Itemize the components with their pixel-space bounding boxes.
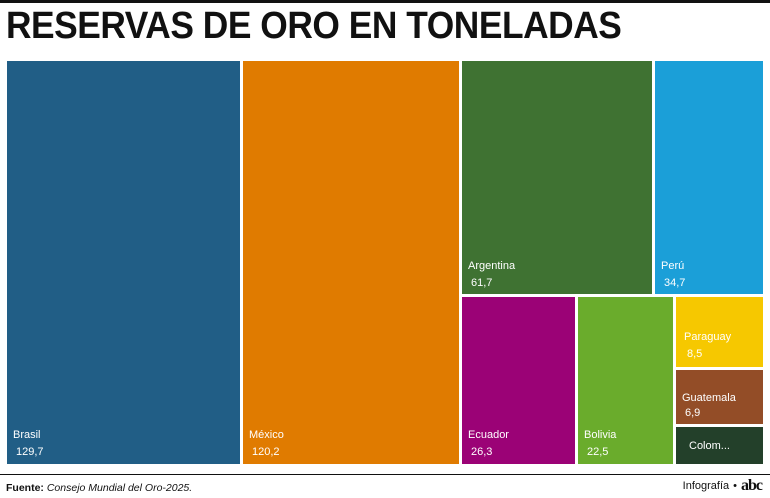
source-text: Consejo Mundial del Oro-2025. (46, 482, 193, 494)
tile-value-ecuador: 26,3 (471, 446, 492, 458)
tile-name-paraguay: Paraguay (684, 331, 732, 343)
tile-paraguay: Paraguay 8,5 (676, 297, 763, 367)
tile-value-peru: 34,7 (664, 277, 685, 289)
credit-separator: • (733, 480, 737, 492)
tile-argentina: Argentina 61,7 (462, 61, 652, 294)
tile-rect-bolivia (578, 297, 673, 464)
tile-rect-paraguay (676, 297, 763, 367)
tile-name-bolivia: Bolivia (584, 429, 617, 441)
tile-guatemala: Guatemala 6,9 (676, 370, 763, 424)
abc-logo-icon: abc (741, 477, 763, 494)
source-label: Fuente: (6, 482, 44, 494)
footer-rule (0, 474, 770, 475)
tile-rect-argentina (462, 61, 652, 294)
credit-text: Infografía (682, 480, 730, 492)
source-note: Fuente: Consejo Mundial del Oro-2025. (6, 482, 192, 494)
tile-rect-guatemala (676, 370, 763, 424)
tile-name-brasil: Brasil (13, 429, 41, 441)
tile-rect-ecuador (462, 297, 575, 464)
tile-name-colom: Colom... (689, 440, 730, 452)
tile-name-mexico: México (249, 429, 284, 441)
tile-mexico: México 120,2 (243, 61, 459, 464)
tile-colom: Colom... (676, 427, 763, 464)
tile-rect-brasil (7, 61, 240, 464)
tile-rect-colom (676, 427, 763, 464)
tile-rect-peru (655, 61, 763, 294)
chart-title: RESERVAS DE ORO EN TONELADAS (6, 5, 622, 47)
tile-value-brasil: 129,7 (16, 446, 44, 458)
tile-value-mexico: 120,2 (252, 446, 280, 458)
tile-brasil: Brasil 129,7 (7, 61, 240, 464)
tile-name-ecuador: Ecuador (468, 429, 509, 441)
tile-bolivia: Bolivia 22,5 (578, 297, 673, 464)
tile-ecuador: Ecuador 26,3 (462, 297, 575, 464)
tile-name-guatemala: Guatemala (682, 392, 737, 404)
tile-name-argentina: Argentina (468, 260, 516, 272)
tile-name-peru: Perú (661, 260, 684, 272)
tile-peru: Perú 34,7 (655, 61, 763, 294)
tile-value-paraguay: 8,5 (687, 348, 702, 360)
tile-value-argentina: 61,7 (471, 277, 492, 289)
tile-rect-mexico (243, 61, 459, 464)
credit: Infografía • abc (682, 477, 763, 494)
tile-value-guatemala: 6,9 (685, 407, 700, 419)
tile-value-bolivia: 22,5 (587, 446, 608, 458)
top-rule (0, 0, 770, 3)
